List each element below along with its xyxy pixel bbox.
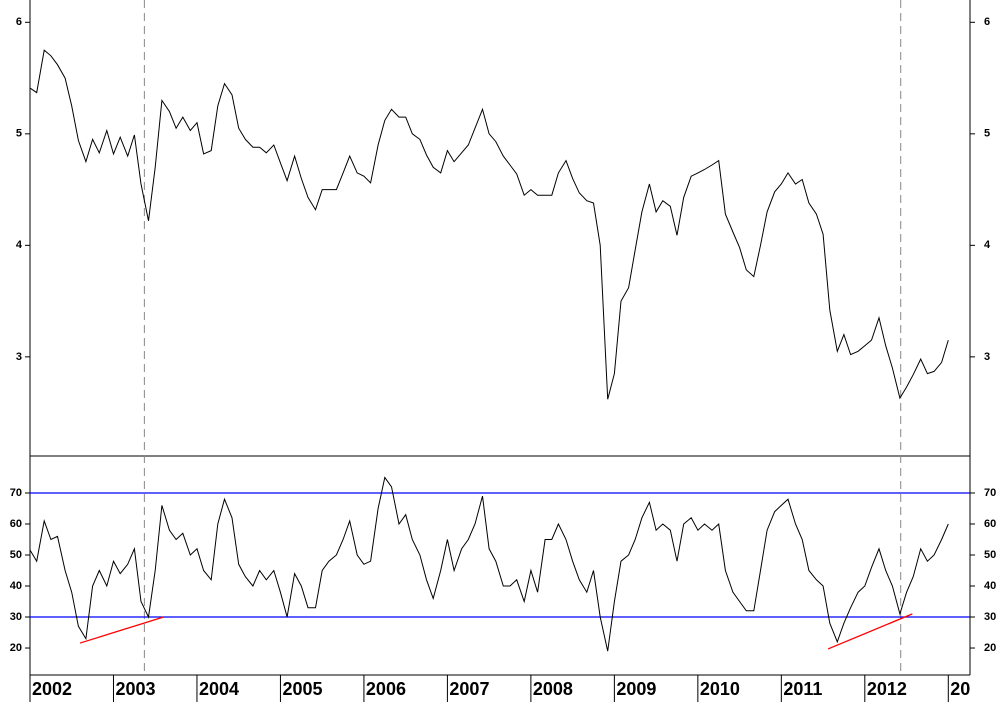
y-tick-label: 30 <box>10 611 22 623</box>
x-tick-label: 2005 <box>282 679 322 699</box>
y-tick-label: 6 <box>984 16 990 28</box>
trend-line <box>79 616 164 644</box>
y-tick-label: 40 <box>10 580 22 592</box>
y-tick-label: 70 <box>10 487 22 499</box>
x-tick-label: 2004 <box>199 679 239 699</box>
y-tick-label: 4 <box>16 239 23 251</box>
data-line <box>29 49 949 400</box>
y-tick-label: 3 <box>984 351 990 363</box>
y-tick-label: 30 <box>984 611 996 623</box>
x-tick-label: 2010 <box>700 679 740 699</box>
x-tick-label: 2007 <box>449 679 489 699</box>
x-tick-label: 2003 <box>115 679 155 699</box>
y-tick-label: 5 <box>16 128 22 140</box>
y-tick-label: 50 <box>984 549 996 561</box>
x-tick-label: 2011 <box>783 679 822 699</box>
y-tick-label: 20 <box>984 642 996 654</box>
y-tick-label: 60 <box>984 518 996 530</box>
x-tick-label: 2006 <box>366 679 406 699</box>
y-tick-label: 40 <box>984 580 996 592</box>
x-tick-label: 2008 <box>533 679 573 699</box>
y-tick-label: 20 <box>10 642 22 654</box>
y-tick-label: 6 <box>16 16 22 28</box>
data-line <box>29 476 949 652</box>
y-tick-label: 4 <box>984 239 991 251</box>
trend-line <box>827 613 913 650</box>
y-tick-label: 60 <box>10 518 22 530</box>
x-tick-label: 2012 <box>867 679 907 699</box>
y-tick-label: 3 <box>16 351 22 363</box>
x-tick-label: 2009 <box>616 679 656 699</box>
y-tick-label: 70 <box>984 487 996 499</box>
x-tick-label: 2002 <box>32 679 72 699</box>
y-tick-label: 5 <box>984 128 990 140</box>
y-tick-label: 50 <box>10 549 22 561</box>
x-tick-label: 20 <box>950 679 970 699</box>
